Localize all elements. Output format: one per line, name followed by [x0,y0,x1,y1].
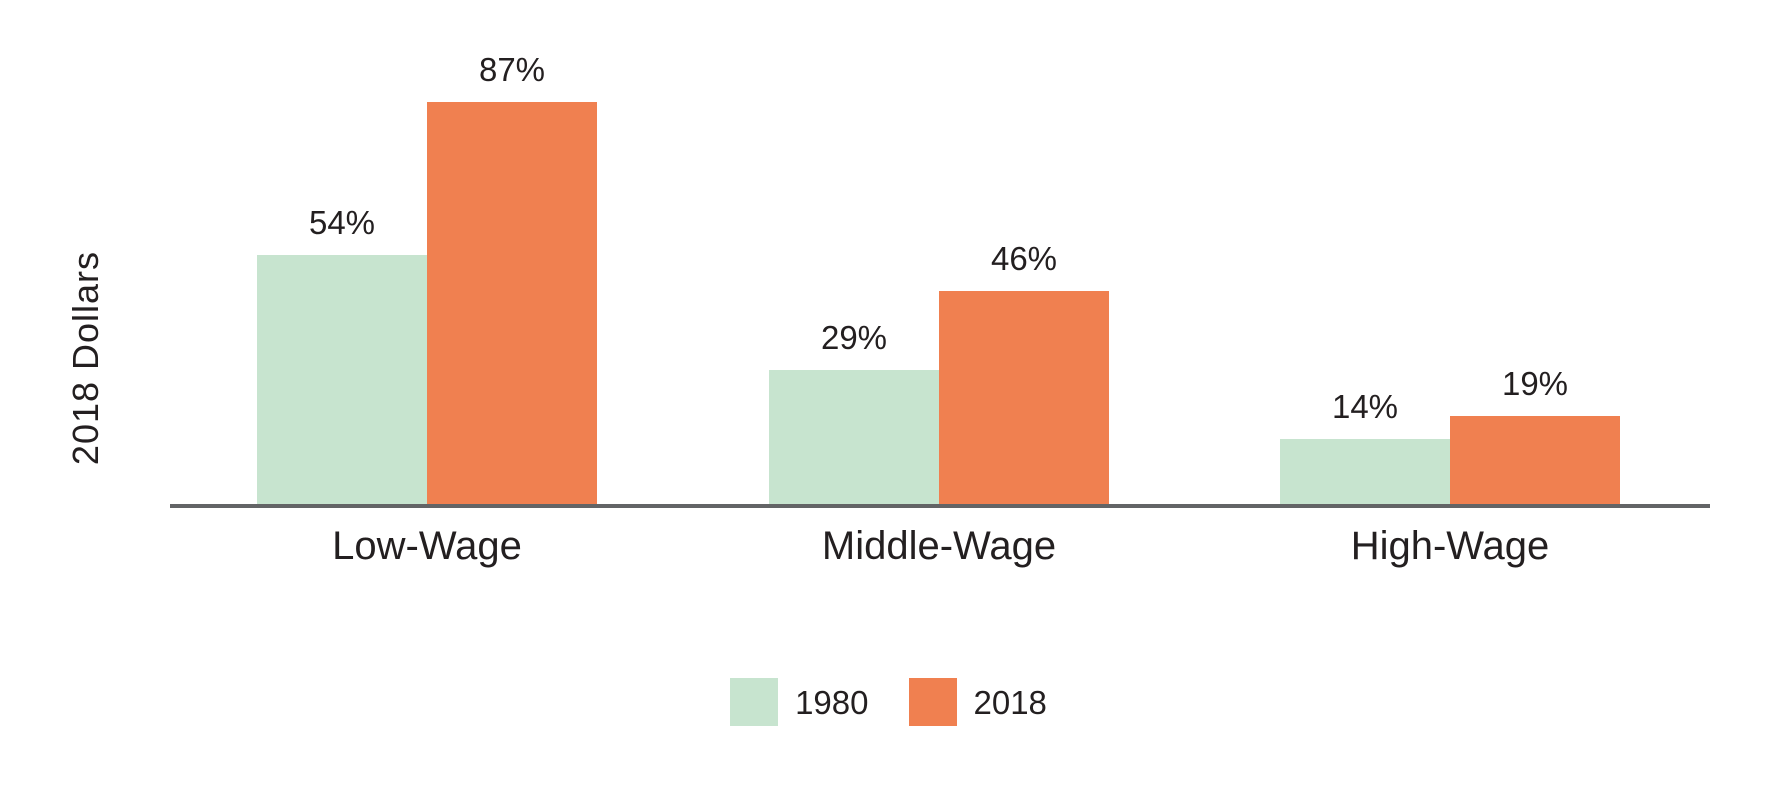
value-label-1980-low-wage: 54% [308,204,376,241]
x-axis-line [170,504,1710,508]
x-tick-label-high-wage: High-Wage [1350,524,1550,568]
legend-swatch-1980 [730,678,779,726]
bar-2018-high-wage [1450,416,1620,504]
legend: 1980 2018 [0,678,1777,726]
value-label-1980-middle-wage: 29% [820,319,888,356]
bar-2018-low-wage [427,102,597,504]
value-label-1980-high-wage: 14% [1331,388,1399,425]
legend-item-2018: 2018 [908,678,1047,726]
x-tick-label-middle-wage: Middle-Wage [821,524,1057,568]
x-tick-label-low-wage: Low-Wage [332,524,522,568]
legend-swatch-2018 [908,678,957,726]
value-label-2018-high-wage: 19% [1501,365,1569,402]
bar-1980-high-wage [1280,439,1450,504]
value-label-2018-middle-wage: 46% [990,240,1058,277]
value-label-2018-low-wage: 87% [478,51,546,88]
legend-item-1980: 1980 [730,678,869,726]
bar-2018-middle-wage [939,291,1109,504]
legend-label-2018: 2018 [973,683,1047,721]
bar-1980-low-wage [257,255,427,504]
bar-1980-middle-wage [769,370,939,504]
legend-label-1980: 1980 [795,683,869,721]
